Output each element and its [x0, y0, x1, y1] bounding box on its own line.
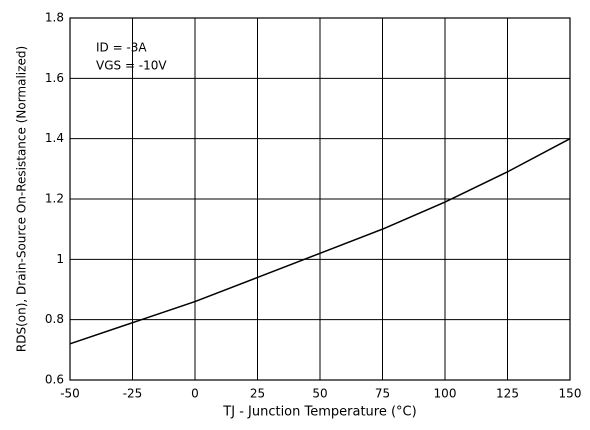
- x-tick-label: 25: [250, 387, 265, 401]
- x-axis-label: TJ - Junction Temperature (°C): [222, 405, 416, 420]
- y-tick-label: 0.8: [45, 312, 64, 326]
- y-tick-label: 1.2: [45, 192, 64, 206]
- y-tick-label: 1.4: [45, 131, 64, 145]
- x-tick-label: 75: [375, 387, 390, 401]
- x-tick-label: -50: [60, 387, 80, 401]
- annotation: ID = -3A: [96, 41, 147, 55]
- annotation: VGS = -10V: [96, 59, 167, 73]
- data-line: [69, 138, 571, 345]
- y-tick-label: 1: [56, 252, 64, 266]
- x-tick-label: 0: [191, 387, 199, 401]
- y-tick-label: 1.8: [45, 11, 64, 25]
- x-tick-label: -25: [123, 387, 143, 401]
- plot-layer: 0.6 0.8 1 1.2 1.4 1.6 1.8 -50 -25 0 25 50 75 100 125 15…: [45, 11, 582, 401]
- y-tick-label: 0.6: [45, 373, 64, 387]
- x-tick-label: 50: [312, 387, 327, 401]
- x-tick-label: 125: [496, 387, 519, 401]
- y-tick-label: 1.6: [45, 71, 64, 85]
- x-tick-label: 150: [559, 387, 582, 401]
- y-axis-label: RDS(on), Drain-Source On-Resistance (Nor…: [15, 46, 29, 352]
- x-tick-label: 100: [434, 387, 457, 401]
